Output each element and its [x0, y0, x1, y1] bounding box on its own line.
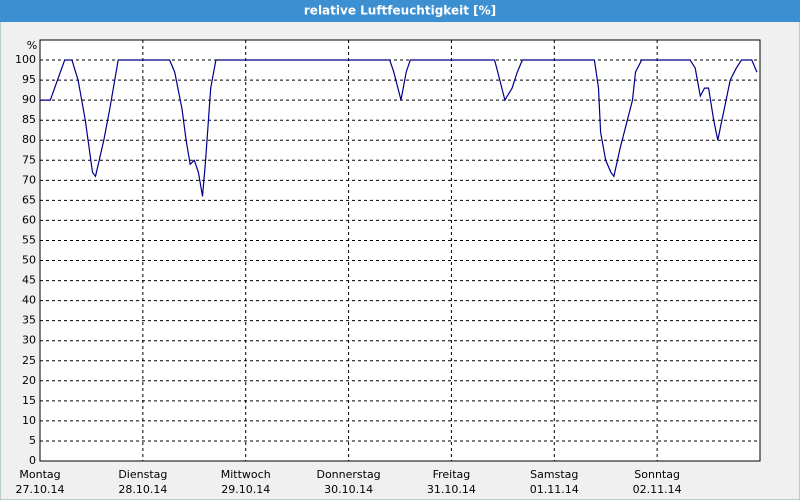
y-tick-label: 15	[22, 394, 36, 407]
x-tick-label: Donnerstag	[316, 468, 380, 481]
x-tick-label: Dienstag	[118, 468, 167, 481]
chart-title: relative Luftfeuchtigkeit [%]	[304, 4, 496, 18]
x-tick-label: Mittwoch	[221, 468, 271, 481]
x-tick-label: Samstag	[530, 468, 578, 481]
x-tick-date: 28.10.14	[118, 483, 167, 496]
y-tick-label: 50	[22, 254, 36, 267]
plot-area	[39, 39, 761, 462]
y-tick-label: 60	[22, 213, 36, 226]
y-tick-label: 0	[29, 454, 36, 467]
y-tick-label: 40	[22, 294, 36, 307]
y-tick-label: 80	[22, 133, 36, 146]
y-unit: %	[27, 39, 37, 52]
y-tick-label: 55	[22, 233, 36, 246]
x-tick-date: 02.11.14	[633, 483, 682, 496]
y-tick-label: 45	[22, 274, 36, 287]
y-tick-label: 20	[22, 374, 36, 387]
x-tick-date: 27.10.14	[16, 483, 65, 496]
y-tick-label: 85	[22, 113, 36, 126]
y-tick-label: 90	[22, 93, 36, 106]
title-bar	[0, 0, 800, 22]
y-tick-label: 75	[22, 153, 36, 166]
y-tick-label: 25	[22, 354, 36, 367]
y-tick-label: 5	[29, 434, 36, 447]
y-tick-label: 100	[15, 53, 36, 66]
y-tick-label: 10	[22, 414, 36, 427]
y-tick-label: 70	[22, 173, 36, 186]
x-tick-date: 01.11.14	[530, 483, 579, 496]
y-tick-label: 30	[22, 334, 36, 347]
y-tick-label: 65	[22, 193, 36, 206]
y-tick-label: 95	[22, 73, 36, 86]
y-tick-label: 35	[22, 314, 36, 327]
x-tick-label: Montag	[19, 468, 60, 481]
x-tick-date: 31.10.14	[427, 483, 476, 496]
x-tick-date: 29.10.14	[221, 483, 270, 496]
data-line	[40, 59, 758, 197]
x-tick-label: Freitag	[433, 468, 471, 481]
x-tick-date: 30.10.14	[324, 483, 373, 496]
x-tick-label: Sonntag	[634, 468, 680, 481]
